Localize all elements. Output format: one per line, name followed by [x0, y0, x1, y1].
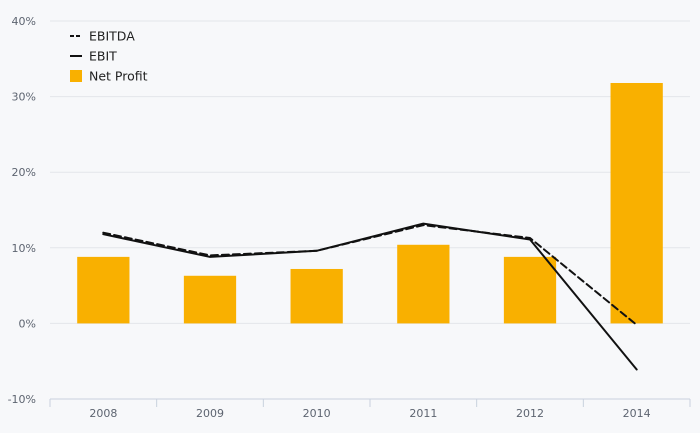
y-tick-label: 10% [12, 242, 36, 255]
bars [77, 82, 663, 324]
y-tick-label: 20% [12, 166, 36, 179]
legend-label: EBITDA [89, 29, 135, 44]
bar-net-profit [183, 275, 237, 324]
y-tick-label: 0% [19, 317, 36, 330]
axes: -10% 0% 10% 20% 30% 40% 2008 2009 2010 2011 2012 20… [8, 15, 691, 420]
x-tick-label: 2014 [623, 407, 651, 420]
bar-net-profit [610, 82, 663, 324]
x-tick-label: 2008 [89, 407, 117, 420]
x-tick-label: 2012 [516, 407, 544, 420]
grid [50, 20, 690, 324]
bar-net-profit [290, 268, 343, 324]
legend: EBITDA EBIT Net Profit [70, 29, 148, 84]
legend-swatch-bar [70, 70, 82, 82]
y-tick-label: -10% [8, 393, 36, 406]
x-tick-label: 2010 [303, 407, 331, 420]
line-ebit [102, 222, 638, 371]
line-ebitda [102, 224, 638, 326]
y-tick-label: 40% [12, 15, 36, 28]
x-tick-label: 2009 [196, 407, 224, 420]
lines [102, 222, 638, 371]
bar-net-profit [503, 256, 557, 324]
bar-net-profit [397, 244, 450, 324]
bar-net-profit [77, 256, 130, 324]
y-tick-label: 30% [12, 91, 36, 104]
legend-label: Net Profit [89, 69, 148, 84]
legend-label: EBIT [89, 49, 117, 64]
x-tick-label: 2011 [409, 407, 437, 420]
